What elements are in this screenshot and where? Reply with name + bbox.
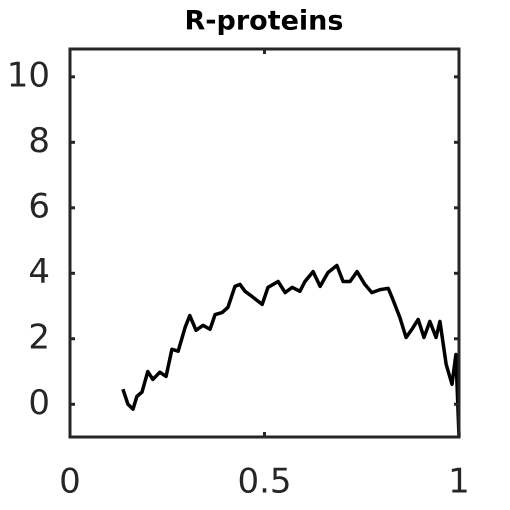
y-tick-label: 8 <box>28 121 50 161</box>
y-tick-label: 0 <box>28 383 50 423</box>
y-tick-label: 6 <box>28 186 50 226</box>
x-tick-label: 0 <box>59 462 81 502</box>
y-tick-label: 4 <box>28 252 50 292</box>
x-tick-label: 0.5 <box>237 462 291 502</box>
x-tick-label: 1 <box>448 462 470 502</box>
y-tick-label: 10 <box>7 55 50 95</box>
data-line <box>121 263 461 437</box>
chart-title: R-proteins <box>185 6 344 37</box>
y-tick-label: 2 <box>28 317 50 357</box>
axes-box <box>68 47 461 439</box>
